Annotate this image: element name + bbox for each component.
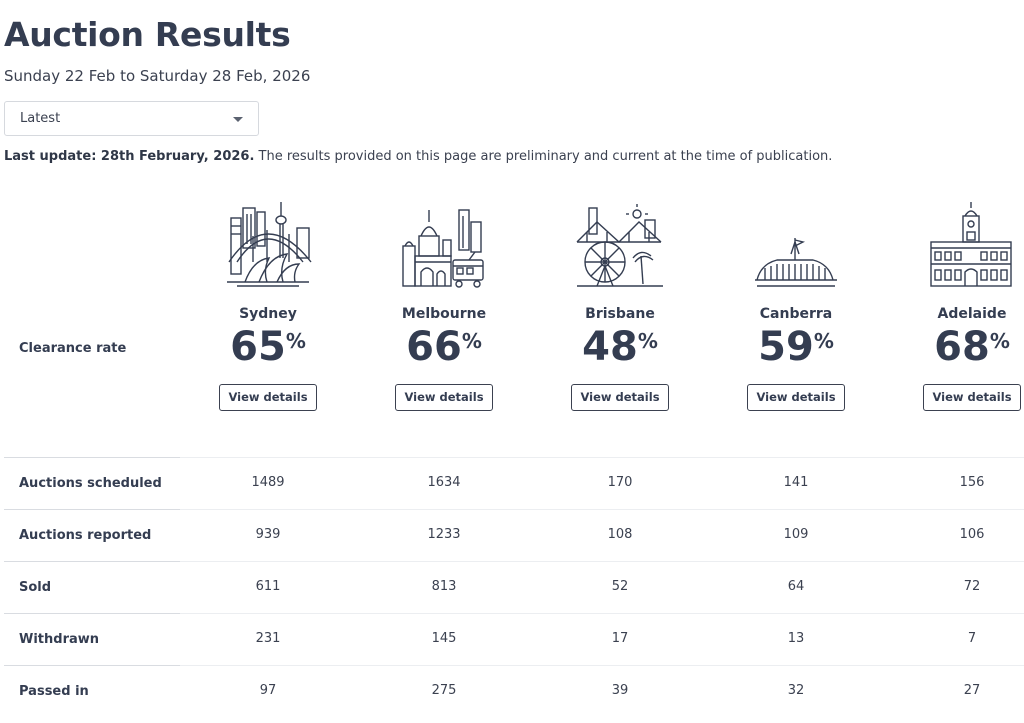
city-name: Canberra (759, 306, 833, 322)
row-divider (4, 561, 180, 562)
table-cell: 39 (611, 683, 629, 698)
row-label: Auctions reported (19, 528, 152, 543)
row-divider (4, 457, 1024, 458)
rate-unit: % (461, 329, 482, 353)
rate-number: 59 (758, 324, 814, 370)
row-label: Withdrawn (19, 632, 100, 647)
row-divider (4, 613, 1024, 614)
view-details-button[interactable]: View details (747, 384, 845, 411)
city-name: Adelaide (937, 306, 1007, 322)
table-cell: 275 (431, 683, 457, 698)
table-cell: 170 (607, 475, 633, 490)
melbourne-skyline-icon (402, 209, 484, 288)
table-row: Auctions reported 939 1233 108 109 106 (4, 509, 1024, 561)
table-cell: 72 (963, 579, 981, 594)
update-note: Last update: 28th February, 2026. The re… (4, 149, 832, 164)
city-name: Sydney (239, 306, 297, 322)
city-column-sydney: Sydney 65% View details (178, 200, 358, 411)
row-divider (4, 509, 1024, 510)
table-cell: 13 (787, 631, 805, 646)
rate-unit: % (989, 329, 1010, 353)
date-range: Sunday 22 Feb to Saturday 28 Feb, 2026 (4, 67, 311, 85)
canberra-parliament-icon (755, 238, 837, 287)
city-column-adelaide: Adelaide 68% View details (882, 200, 1024, 411)
table-cell: 1634 (427, 475, 461, 490)
clearance-rate-value: 59% (706, 326, 886, 368)
city-name: Melbourne (401, 306, 487, 322)
rate-number: 65 (230, 324, 286, 370)
table-cell: 27 (963, 683, 981, 698)
city-column-brisbane: Brisbane 48% View details (530, 200, 710, 411)
table-cell: 64 (787, 579, 805, 594)
row-divider (4, 509, 180, 510)
table-row: Passed in 97 275 39 32 27 (4, 665, 1024, 717)
row-divider (4, 665, 1024, 666)
clearance-rate-value: 66% (354, 326, 534, 368)
table-cell: 813 (431, 579, 457, 594)
table-cell: 52 (611, 579, 629, 594)
view-details-button[interactable]: View details (219, 384, 317, 411)
brisbane-skyline-icon (576, 204, 663, 287)
table-row: Withdrawn 231 145 17 13 7 (4, 613, 1024, 665)
table-cell: 7 (967, 631, 977, 646)
table-cell: 1489 (251, 475, 285, 490)
last-update: Last update: 28th February, 2026. (4, 149, 255, 164)
table-cell: 939 (255, 527, 281, 542)
table-cell: 611 (255, 579, 281, 594)
table-cell: 145 (431, 631, 457, 646)
table-row: Sold 611 813 52 64 72 (4, 561, 1024, 613)
rate-number: 48 (582, 324, 638, 370)
update-disclaimer: The results provided on this page are pr… (254, 149, 833, 164)
clearance-rate-value: 68% (882, 326, 1024, 368)
view-details-button[interactable]: View details (571, 384, 669, 411)
clearance-rate-value: 48% (530, 326, 710, 368)
clearance-rate-value: 65% (178, 326, 358, 368)
row-divider (4, 457, 180, 458)
rate-unit: % (813, 329, 834, 353)
rate-unit: % (285, 329, 306, 353)
adelaide-town-hall-icon (930, 202, 1012, 287)
clearance-rate-label: Clearance rate (19, 341, 127, 356)
row-divider (4, 665, 180, 666)
table-cell: 1233 (427, 527, 461, 542)
period-select-value: Latest (20, 111, 61, 126)
view-details-button[interactable]: View details (395, 384, 493, 411)
rate-number: 66 (406, 324, 462, 370)
table-cell: 106 (959, 527, 985, 542)
city-column-canberra: Canberra 59% View details (706, 200, 886, 411)
sydney-skyline-icon (227, 202, 312, 287)
chevron-down-icon (233, 117, 243, 122)
table-cell: 156 (959, 475, 985, 490)
row-label: Sold (19, 580, 52, 595)
table-cell: 141 (783, 475, 809, 490)
rate-unit: % (637, 329, 658, 353)
rate-number: 68 (934, 324, 990, 370)
table-cell: 32 (787, 683, 805, 698)
row-label: Passed in (19, 684, 89, 699)
table-cell: 108 (607, 527, 633, 542)
table-cell: 109 (783, 527, 809, 542)
row-divider (4, 561, 1024, 562)
table-cell: 97 (259, 683, 277, 698)
row-label: Auctions scheduled (19, 476, 162, 491)
page-title: Auction Results (4, 15, 291, 54)
table-cell: 231 (255, 631, 281, 646)
view-details-button[interactable]: View details (923, 384, 1021, 411)
city-column-melbourne: Melbourne 66% View details (354, 200, 534, 411)
table-cell: 17 (611, 631, 629, 646)
table-row: Auctions scheduled 1489 1634 170 141 156 (4, 457, 1024, 509)
row-divider (4, 613, 180, 614)
city-name: Brisbane (585, 306, 655, 322)
period-select[interactable]: Latest (4, 101, 259, 136)
